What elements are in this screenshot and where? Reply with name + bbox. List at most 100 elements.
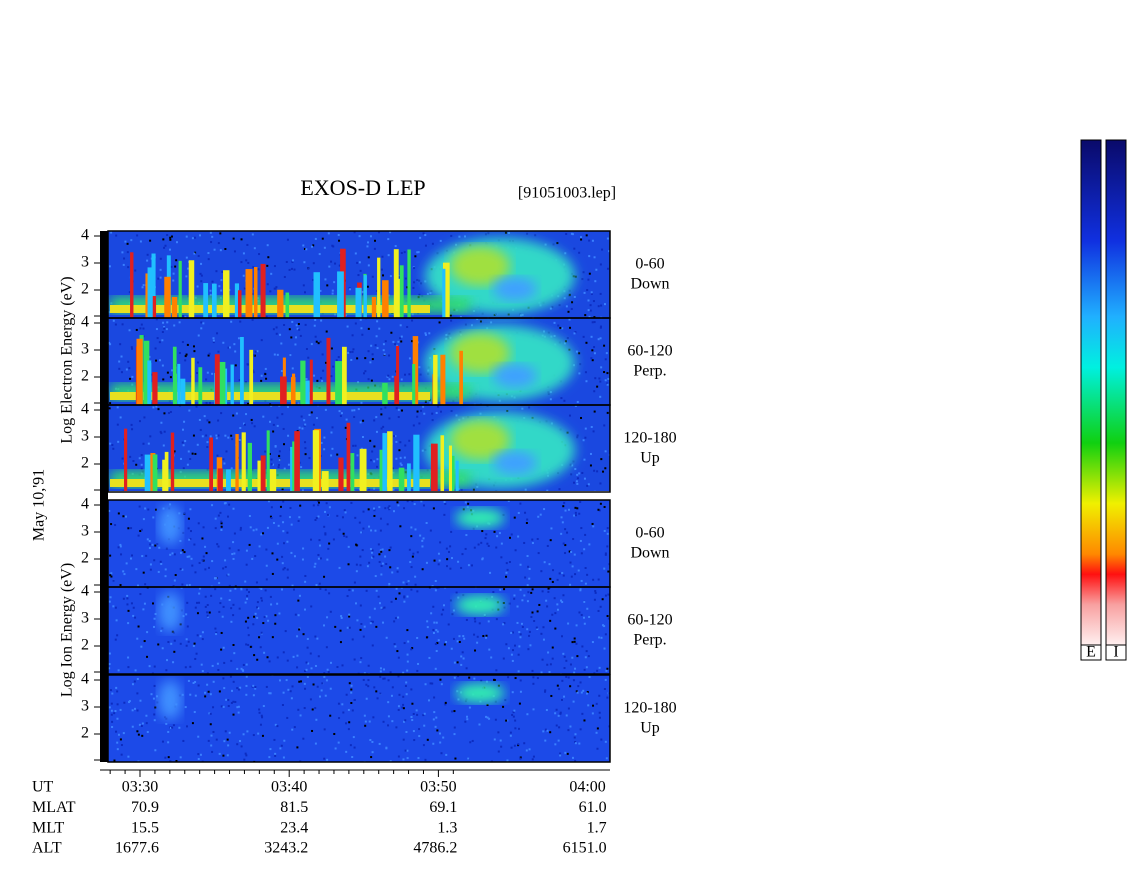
noise <box>524 511 527 514</box>
noise <box>146 253 149 256</box>
noise <box>508 602 511 605</box>
noise <box>588 315 591 318</box>
noise <box>414 255 417 258</box>
blob <box>493 364 537 388</box>
y-tick-label: 2 <box>81 637 89 654</box>
noise <box>173 324 176 327</box>
noise <box>536 677 539 680</box>
noise <box>291 260 294 263</box>
noise <box>580 238 583 241</box>
noise <box>581 645 584 648</box>
noise <box>574 573 577 576</box>
noise <box>199 753 202 756</box>
noise <box>274 754 277 757</box>
noise <box>528 630 531 633</box>
noise <box>217 350 220 353</box>
noise <box>594 377 597 380</box>
noise <box>463 637 466 640</box>
noise <box>369 622 372 625</box>
noise <box>306 646 309 649</box>
noise <box>237 337 240 340</box>
noise <box>230 607 233 610</box>
noise <box>315 517 318 520</box>
noise <box>317 557 320 560</box>
noise <box>152 516 155 519</box>
noise <box>214 627 217 630</box>
noise <box>561 635 564 638</box>
noise <box>564 751 567 754</box>
noise <box>286 659 289 662</box>
noise <box>524 488 527 491</box>
noise <box>242 733 245 736</box>
noise <box>316 685 319 688</box>
noise <box>423 724 426 727</box>
noise <box>555 708 558 711</box>
noise <box>487 544 490 547</box>
noise <box>321 353 324 356</box>
noise <box>346 595 349 598</box>
streak <box>363 275 367 318</box>
noise <box>574 759 577 762</box>
noise <box>587 655 590 658</box>
streak <box>359 448 367 491</box>
noise <box>193 543 196 546</box>
noise <box>181 568 184 571</box>
noise <box>568 318 571 321</box>
noise <box>204 568 207 571</box>
noise <box>546 489 549 491</box>
date-label: May 10,'91 <box>31 469 48 541</box>
noise <box>358 521 361 524</box>
noise <box>206 441 209 444</box>
noise <box>191 564 194 567</box>
noise <box>207 354 210 357</box>
noise <box>286 568 289 571</box>
noise <box>191 452 194 455</box>
noise <box>573 514 576 517</box>
noise <box>381 562 384 565</box>
noise <box>137 733 140 736</box>
noise <box>185 644 188 647</box>
noise <box>593 490 596 491</box>
noise <box>526 555 529 558</box>
noise <box>324 278 327 281</box>
noise <box>596 470 599 473</box>
noise <box>253 247 256 250</box>
noise <box>503 588 506 591</box>
noise <box>358 235 361 238</box>
noise <box>362 527 365 530</box>
noise <box>511 659 514 662</box>
noise <box>406 653 409 656</box>
noise <box>410 526 413 529</box>
noise <box>227 705 230 708</box>
noise <box>426 292 429 295</box>
noise <box>223 740 226 743</box>
noise <box>127 656 130 659</box>
noise <box>393 620 396 623</box>
noise <box>216 662 219 665</box>
noise <box>353 699 356 702</box>
noise <box>545 709 548 712</box>
noise <box>439 678 442 681</box>
noise <box>503 606 506 609</box>
noise <box>388 549 391 552</box>
noise <box>278 612 281 615</box>
noise <box>597 305 600 308</box>
noise <box>199 635 202 638</box>
noise <box>514 719 517 722</box>
noise <box>303 682 306 685</box>
noise <box>145 554 148 557</box>
noise <box>233 652 236 655</box>
noise <box>308 413 311 416</box>
noise <box>574 667 577 670</box>
noise <box>154 508 157 511</box>
noise <box>394 435 397 438</box>
noise <box>592 704 595 707</box>
noise <box>278 679 281 682</box>
noise <box>386 523 389 526</box>
noise <box>410 566 413 569</box>
noise <box>271 552 274 555</box>
noise <box>366 285 369 288</box>
noise <box>262 622 265 625</box>
noise <box>413 739 416 742</box>
noise <box>280 588 283 591</box>
